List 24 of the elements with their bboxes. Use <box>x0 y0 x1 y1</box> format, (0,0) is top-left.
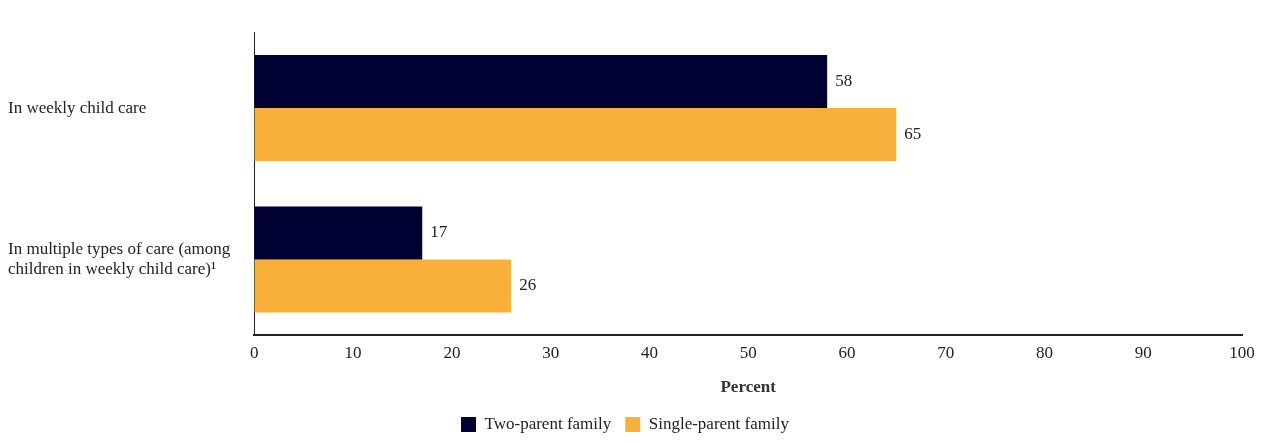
bar <box>254 259 512 313</box>
bar <box>254 55 828 109</box>
data-label: 65 <box>904 124 922 144</box>
x-tick-label: 60 <box>838 342 856 362</box>
data-label: 17 <box>430 222 448 242</box>
x-tick-label: 100 <box>1229 342 1255 362</box>
legend-label: Single-parent family <box>648 413 790 433</box>
x-axis-title: Percent <box>720 377 777 397</box>
legend-label: Two-parent family <box>484 413 612 433</box>
x-tick-label: 20 <box>443 342 461 362</box>
x-tick-label: 50 <box>739 342 757 362</box>
x-tick-label: 40 <box>640 342 658 362</box>
y-tick-label: In weekly child care <box>8 97 147 117</box>
x-tick-label: 90 <box>1134 342 1152 362</box>
x-tick-label: 30 <box>542 342 560 362</box>
data-label: 58 <box>835 71 853 91</box>
bar <box>254 206 423 260</box>
y-tick-label: In multiple types of care (among children in weekly child care)¹ <box>8 238 231 279</box>
x-tick-label: 70 <box>937 342 955 362</box>
data-label: 26 <box>519 275 537 295</box>
bar <box>254 108 897 162</box>
x-tick-label: 10 <box>344 342 362 362</box>
x-tick-label: 0 <box>250 342 259 362</box>
x-tick-label: 80 <box>1035 342 1053 362</box>
